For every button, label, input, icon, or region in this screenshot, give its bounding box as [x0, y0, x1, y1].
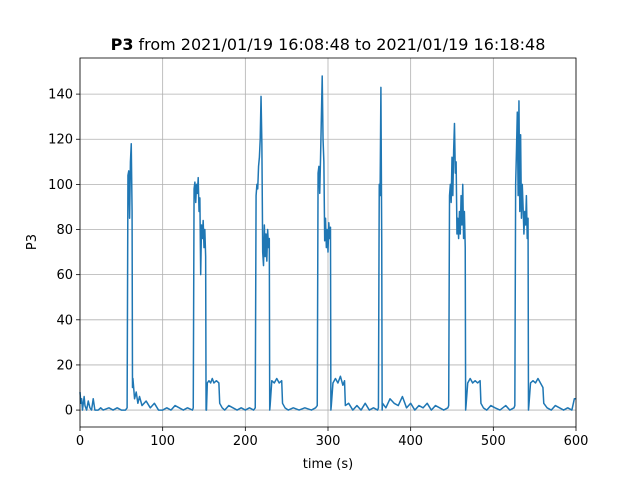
x-tick-label: 100 — [150, 434, 175, 449]
x-tick-label: 600 — [564, 434, 589, 449]
y-tick-label: 60 — [56, 268, 73, 283]
y-tick-label: 100 — [48, 178, 73, 193]
title-signal: P3 — [111, 35, 134, 54]
x-tick-label: 400 — [398, 434, 423, 449]
y-tick-label: 0 — [65, 404, 73, 419]
x-tick-label: 0 — [76, 434, 84, 449]
x-axis-label: time (s) — [303, 457, 353, 472]
x-tick-label: 500 — [481, 434, 506, 449]
y-axis-label: P3 — [25, 234, 40, 250]
x-tick-label: 200 — [233, 434, 258, 449]
y-tick-label: 80 — [56, 223, 73, 238]
x-tick-label: 300 — [316, 434, 341, 449]
data-line — [79, 75, 576, 411]
title-range: from 2021/01/19 16:08:48 to 2021/01/19 1… — [138, 35, 545, 54]
y-tick-label: 40 — [56, 313, 73, 328]
chart-title: P3 from 2021/01/19 16:08:48 to 2021/01/19… — [111, 35, 546, 54]
plot-frame — [79, 57, 577, 428]
y-tick-label: 140 — [48, 88, 73, 103]
y-tick-label: 120 — [48, 133, 73, 148]
y-tick-label: 20 — [56, 358, 73, 373]
